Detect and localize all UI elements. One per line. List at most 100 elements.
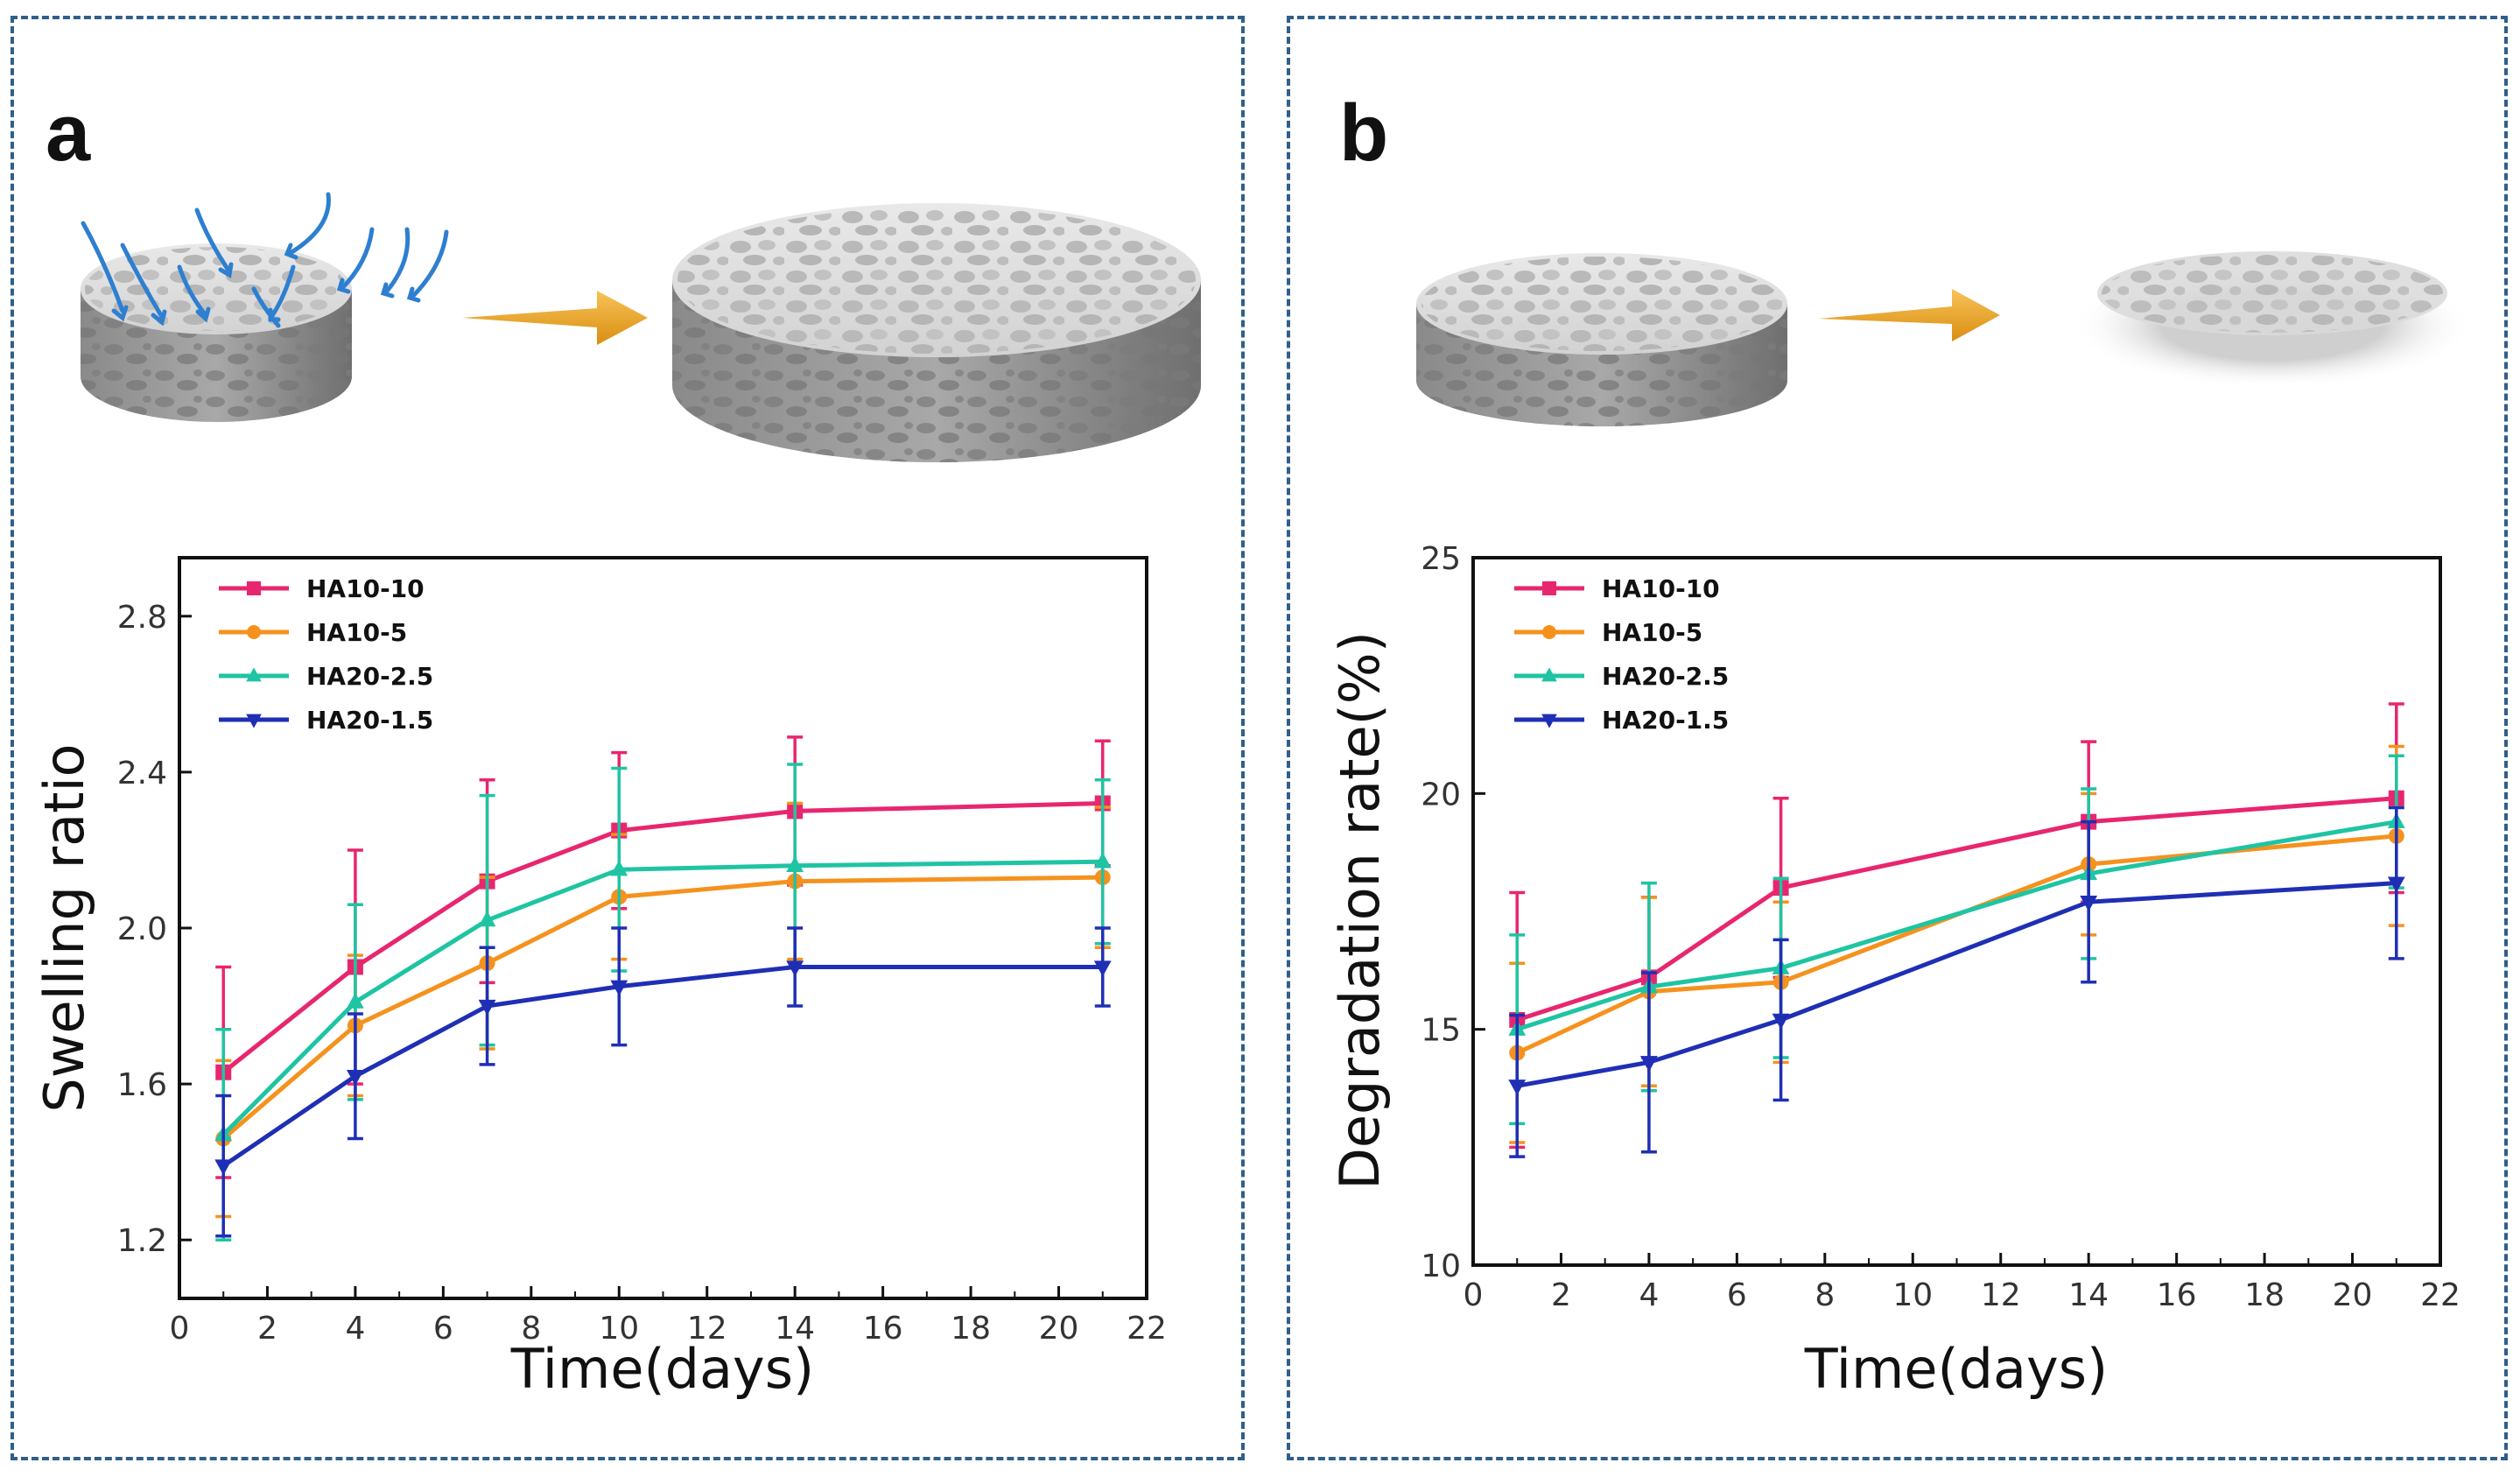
chart-a-data-point — [478, 911, 496, 927]
chart-a-x-tick-label: 0 — [170, 1311, 190, 1347]
chart-a-legend-label: HA20-1.5 — [306, 706, 433, 735]
chart-a-data-point — [786, 960, 804, 977]
chart-a-x-tick-label: 10 — [599, 1311, 639, 1347]
chart-b-x-tick-label: 4 — [1639, 1277, 1659, 1313]
chart-b-legend-entry: HA10-10 — [1514, 574, 1720, 603]
chart-a-x-tick-label: 16 — [863, 1311, 903, 1347]
chart-a-x-tick-label: 22 — [1127, 1311, 1167, 1347]
panel-a-frame — [11, 16, 1245, 1460]
chart-a-legend-marker — [247, 581, 261, 595]
chart-a-y-tick-label: 1.2 — [117, 1223, 167, 1259]
chart-a-legend-entry: HA20-1.5 — [219, 706, 433, 735]
chart-a-data-point — [610, 980, 628, 996]
chart-b-legend-label: HA10-10 — [1602, 574, 1720, 603]
chart-a-legend-entry: HA20-2.5 — [219, 662, 433, 691]
chart-b-x-axis-title: Time(days) — [1804, 1337, 2108, 1401]
degradation-arrow-icon — [1819, 289, 2000, 341]
chart-a-data-point — [347, 1070, 364, 1086]
swelling-ratio-chart: 0 2 4 6 8 10 12 14 16 18 20 22 1.2 1.6 2.0 2.4 2.8 Time(… — [32, 556, 1167, 1401]
chart-b-y-tick-label: 25 — [1421, 541, 1461, 577]
chart-a-data-point — [214, 1159, 233, 1176]
chart-b-series-HA20-2.5 — [1508, 754, 2405, 1126]
panel-a-letter: a — [46, 88, 91, 178]
chart-b-legend-entry: HA20-2.5 — [1514, 662, 1729, 691]
chart-b-x-tick-label: 10 — [1892, 1277, 1933, 1313]
chart-a-legend-marker — [246, 714, 262, 728]
chart-a-legend-marker — [247, 625, 261, 639]
chart-a-series-HA20-2.5 — [214, 763, 1112, 1241]
chart-b-legend-marker — [1541, 714, 1557, 728]
chart-b-x-tick-label: 12 — [1981, 1277, 2021, 1313]
chart-a-x-tick-label: 20 — [1039, 1311, 1079, 1347]
chart-a-series-line — [221, 859, 1103, 1136]
chart-a-x-tick-label: 6 — [433, 1311, 453, 1347]
chart-a-x-tick-label: 18 — [951, 1311, 991, 1347]
chart-b-legend-entry: HA20-1.5 — [1514, 706, 1729, 735]
chart-a-x-axis-title: Time(days) — [510, 1337, 814, 1401]
chart-b-legend-label: HA10-5 — [1602, 618, 1702, 647]
chart-a-legend-marker — [246, 667, 262, 682]
chart-a-legend-entry: HA10-5 — [219, 618, 407, 647]
chart-a-series-HA10-10 — [215, 735, 1111, 1179]
chart-b-x-tick-label: 2 — [1551, 1277, 1571, 1313]
chart-a-series-line — [221, 875, 1103, 1141]
chart-a-y-tick-label: 2.0 — [117, 911, 167, 947]
swollen-scaffold-disc-illustration — [672, 203, 1201, 462]
panel-b-frame — [1287, 16, 2508, 1460]
chart-a-x-tick-label: 14 — [775, 1311, 815, 1347]
chart-b-y-tick-label: 10 — [1421, 1248, 1461, 1284]
chart-b-legend-label: HA20-2.5 — [1602, 662, 1729, 691]
chart-b-data-point — [1508, 1080, 1527, 1096]
chart-b-y-axis-title: Degradation rate(%) — [1328, 631, 1392, 1190]
chart-b-x-tick-label: 0 — [1464, 1277, 1484, 1313]
chart-a-series-HA20-1.5 — [214, 926, 1112, 1238]
chart-b-series-HA10-10 — [1509, 702, 2404, 1150]
chart-b-data-point — [1772, 1013, 1790, 1030]
chart-a-legend-entry: HA10-10 — [219, 574, 425, 603]
chart-b-x-tick-label: 20 — [2333, 1277, 2373, 1313]
panel-b-letter: b — [1339, 88, 1389, 178]
chart-b-x-tick-label: 14 — [2068, 1277, 2109, 1313]
chart-a-data-point — [1093, 852, 1112, 869]
chart-a-series-line — [221, 965, 1103, 1168]
degradation-rate-chart: 0 2 4 6 8 10 12 14 16 18 20 22 10 15 20 25 Time(days) D… — [1328, 541, 2460, 1401]
chart-a-series-line — [221, 801, 1103, 1074]
chart-b-data-point — [1640, 1056, 1658, 1073]
chart-a-data-point — [478, 999, 496, 1016]
water-inflow-arrows-icon — [81, 192, 449, 328]
chart-a-data-point — [347, 992, 364, 1009]
chart-b-legend-label: HA20-1.5 — [1602, 706, 1729, 735]
chart-a-data-point — [786, 855, 804, 872]
degraded-scaffold-disc-illustration — [2071, 251, 2474, 389]
chart-a-data-point — [610, 860, 628, 876]
chart-a-y-axis-title: Swelling ratio — [32, 743, 96, 1112]
small-scaffold-disc-illustration — [81, 243, 352, 422]
chart-b-data-point — [2387, 876, 2405, 893]
chart-a-legend-label: HA20-2.5 — [306, 662, 433, 691]
chart-a-x-tick-label: 12 — [687, 1311, 727, 1347]
chart-a-x-tick-label: 4 — [345, 1311, 365, 1347]
chart-a-x-tick-label: 8 — [521, 1311, 541, 1347]
swelling-arrow-icon — [462, 291, 648, 345]
chart-b-series-HA20-1.5 — [1508, 805, 2405, 1158]
chart-b-x-tick-label: 6 — [1727, 1277, 1747, 1313]
chart-a-x-tick-label: 2 — [257, 1311, 277, 1347]
chart-b-y-tick-label: 20 — [1421, 777, 1461, 812]
chart-b-legend-marker — [1541, 667, 1557, 682]
chart-a-data-point — [1093, 960, 1112, 977]
chart-b-x-tick-label: 18 — [2244, 1277, 2285, 1313]
chart-a-legend-label: HA10-10 — [306, 574, 425, 603]
chart-a-y-tick-label: 2.8 — [117, 600, 167, 636]
chart-b-data-point — [2080, 896, 2098, 912]
chart-b-x-tick-label: 22 — [2420, 1277, 2460, 1313]
chart-a-legend-label: HA10-5 — [306, 618, 407, 647]
chart-a-y-tick-label: 2.4 — [117, 756, 167, 791]
chart-b-legend-marker — [1542, 625, 1556, 639]
scaffold-disc-illustration — [1416, 253, 1787, 426]
chart-a-y-tick-label: 1.6 — [117, 1067, 167, 1103]
chart-b-y-tick-label: 15 — [1421, 1013, 1461, 1049]
chart-b-legend-entry: HA10-5 — [1514, 618, 1702, 647]
chart-b-x-tick-label: 8 — [1815, 1277, 1835, 1313]
chart-b-legend-marker — [1542, 581, 1556, 595]
